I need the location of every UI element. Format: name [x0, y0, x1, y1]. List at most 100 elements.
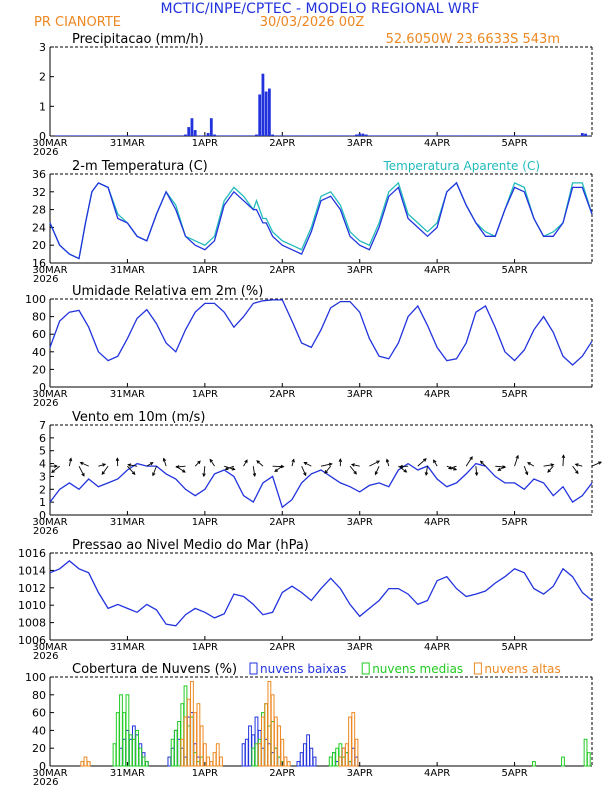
cloud-bar	[351, 712, 356, 767]
y-tick-label: 1016	[18, 547, 46, 560]
precip-bar	[71, 135, 74, 137]
cloud-bar	[586, 752, 591, 767]
precip-bar	[135, 135, 139, 137]
wind-arrow	[256, 460, 264, 467]
precip-bar	[471, 135, 475, 137]
cloud-bar	[202, 743, 207, 767]
cloud-bar	[144, 761, 149, 767]
y-tick-label: 40	[32, 346, 46, 359]
precip-bar	[448, 135, 452, 137]
x-tick-label: 2APR	[269, 517, 295, 528]
wind-arrow	[351, 464, 360, 467]
wind-arrow-head	[324, 470, 328, 474]
y-tick-label: 100	[25, 293, 46, 306]
panel-title: Umidade Relativa em 2m (%)	[72, 284, 263, 299]
wind-arrow-head	[502, 465, 507, 469]
x-tick-label: 1APR	[192, 265, 218, 276]
precip-bar	[409, 135, 413, 137]
precip-bar	[177, 135, 181, 137]
wind-arrow	[398, 465, 407, 473]
y-tick-label: 1006	[18, 634, 46, 647]
y-tick-label: 0	[39, 760, 46, 773]
wind-arrow	[497, 465, 506, 471]
series-line	[49, 560, 593, 627]
x-tick-label: 30MAR	[32, 265, 67, 276]
precip-bar	[232, 135, 236, 137]
x-tick-label: 2APR	[269, 265, 295, 276]
precip-bar	[164, 135, 168, 137]
precip-bar	[274, 135, 278, 137]
cloud-bar	[86, 761, 91, 767]
x-tick-label: 5APR	[501, 265, 527, 276]
wind-arrow	[203, 466, 206, 477]
cloud-bar	[270, 694, 275, 767]
x-tick-label: 3APR	[347, 517, 373, 528]
cloud-bar	[215, 743, 220, 767]
precip-bar	[468, 135, 471, 137]
panel-temp: 16 20 24 28 32 36 30MAR 31MAR 1APR 2APR 3APR 4APR 5A…	[32, 159, 593, 285]
precip-bar	[251, 135, 255, 137]
x-tick-label: 30MAR	[32, 642, 67, 653]
x-tick-label: 1APR	[192, 517, 218, 528]
precip-bar	[461, 135, 465, 137]
precip-bar	[316, 135, 320, 137]
cloud-bar	[138, 747, 143, 767]
precip-bar	[519, 135, 523, 137]
y-tick-label: 20	[32, 742, 46, 755]
wind-arrow	[152, 465, 157, 476]
precip-bar	[297, 135, 300, 137]
precip-bar	[264, 91, 268, 136]
precip-bar	[284, 135, 287, 137]
y-tick-label: 20	[32, 363, 46, 376]
wind-arrow-head	[433, 459, 437, 464]
precip-bar	[558, 135, 562, 137]
wind-arrow-head	[524, 471, 529, 476]
wind-arrow	[320, 463, 332, 467]
precip-bar	[464, 135, 468, 137]
precip-bar	[255, 134, 258, 136]
precip-bar	[171, 135, 174, 137]
wind-arrow	[98, 463, 106, 467]
x-tick-label: 31MAR	[110, 517, 145, 528]
wind-arrow-head	[574, 463, 579, 467]
precip-bar	[490, 135, 494, 137]
precip-bar	[77, 135, 81, 137]
x-tick-label: 4APR	[424, 138, 450, 149]
wind-arrow	[146, 462, 154, 467]
precip-bar	[429, 135, 433, 137]
wind-arrow-head	[101, 471, 106, 475]
precip-bar	[103, 135, 107, 137]
wind-arrow-head	[469, 456, 473, 460]
wind-arrow	[349, 465, 357, 475]
wind-arrow-head	[453, 467, 458, 471]
wind-arrow	[433, 459, 438, 467]
precip-bar	[377, 135, 381, 137]
x-tick-label: 3APR	[347, 768, 373, 779]
precip-bar	[551, 135, 555, 137]
wind-arrow-head	[209, 458, 214, 463]
cloud-bar	[302, 743, 307, 767]
precip-bar	[532, 135, 536, 137]
y-tick-label: 60	[32, 707, 46, 720]
precip-bar	[332, 135, 336, 137]
precip-bar	[564, 135, 568, 137]
precip-bar	[197, 135, 200, 137]
precip-bar	[119, 135, 123, 137]
y-tick-label: 2	[39, 483, 46, 496]
cloud-bar	[183, 716, 188, 767]
wind-arrow	[225, 465, 235, 470]
y-tick-label: 3	[39, 470, 46, 483]
wind-arrow	[465, 456, 473, 467]
wind-arrow-head	[479, 460, 484, 465]
precip-bar	[58, 135, 62, 137]
precip-bar	[213, 134, 216, 136]
precip-bar	[529, 135, 533, 137]
x-tick-label: 4APR	[424, 768, 450, 779]
wind-arrow	[78, 465, 85, 477]
x-tick-label: 2APR	[269, 138, 295, 149]
cloud-bar	[199, 725, 204, 767]
wind-arrow	[101, 465, 109, 475]
wind-arrow	[417, 458, 427, 467]
precip-bar	[200, 135, 204, 137]
x-tick-label: 30MAR	[32, 389, 67, 400]
